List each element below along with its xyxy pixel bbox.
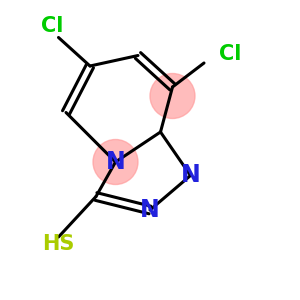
Circle shape bbox=[93, 140, 138, 184]
Text: HS: HS bbox=[42, 235, 74, 254]
Text: N: N bbox=[106, 150, 125, 174]
Text: Cl: Cl bbox=[219, 44, 242, 64]
Circle shape bbox=[150, 74, 195, 118]
Text: Cl: Cl bbox=[40, 16, 63, 35]
Text: N: N bbox=[181, 164, 200, 188]
Text: N: N bbox=[140, 198, 160, 222]
